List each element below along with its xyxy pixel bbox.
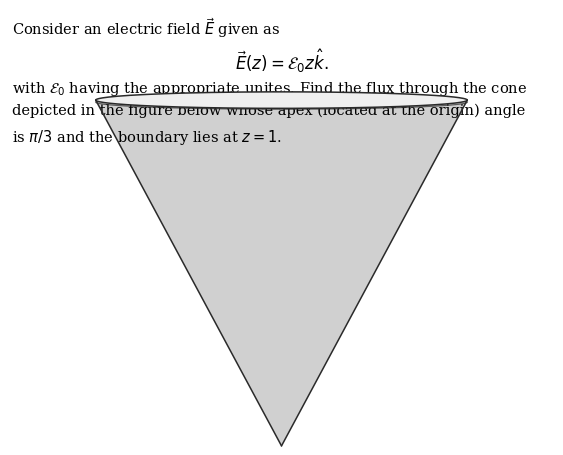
Text: $\vec{E}(z) = \mathcal{E}_0 z\hat{k}.$: $\vec{E}(z) = \mathcal{E}_0 z\hat{k}.$ [235, 48, 328, 76]
Polygon shape [96, 92, 467, 108]
Text: Consider an electric field $\vec{E}$ given as: Consider an electric field $\vec{E}$ giv… [12, 16, 281, 40]
Text: with $\mathcal{E}_0$ having the appropriate unites. Find the flux through the co: with $\mathcal{E}_0$ having the appropri… [12, 80, 528, 98]
Text: is $\pi/3$ and the boundary lies at $z = 1$.: is $\pi/3$ and the boundary lies at $z =… [12, 128, 282, 147]
Polygon shape [96, 100, 467, 446]
Text: depicted in the figure below whose apex (located at the origin) angle: depicted in the figure below whose apex … [12, 104, 526, 118]
